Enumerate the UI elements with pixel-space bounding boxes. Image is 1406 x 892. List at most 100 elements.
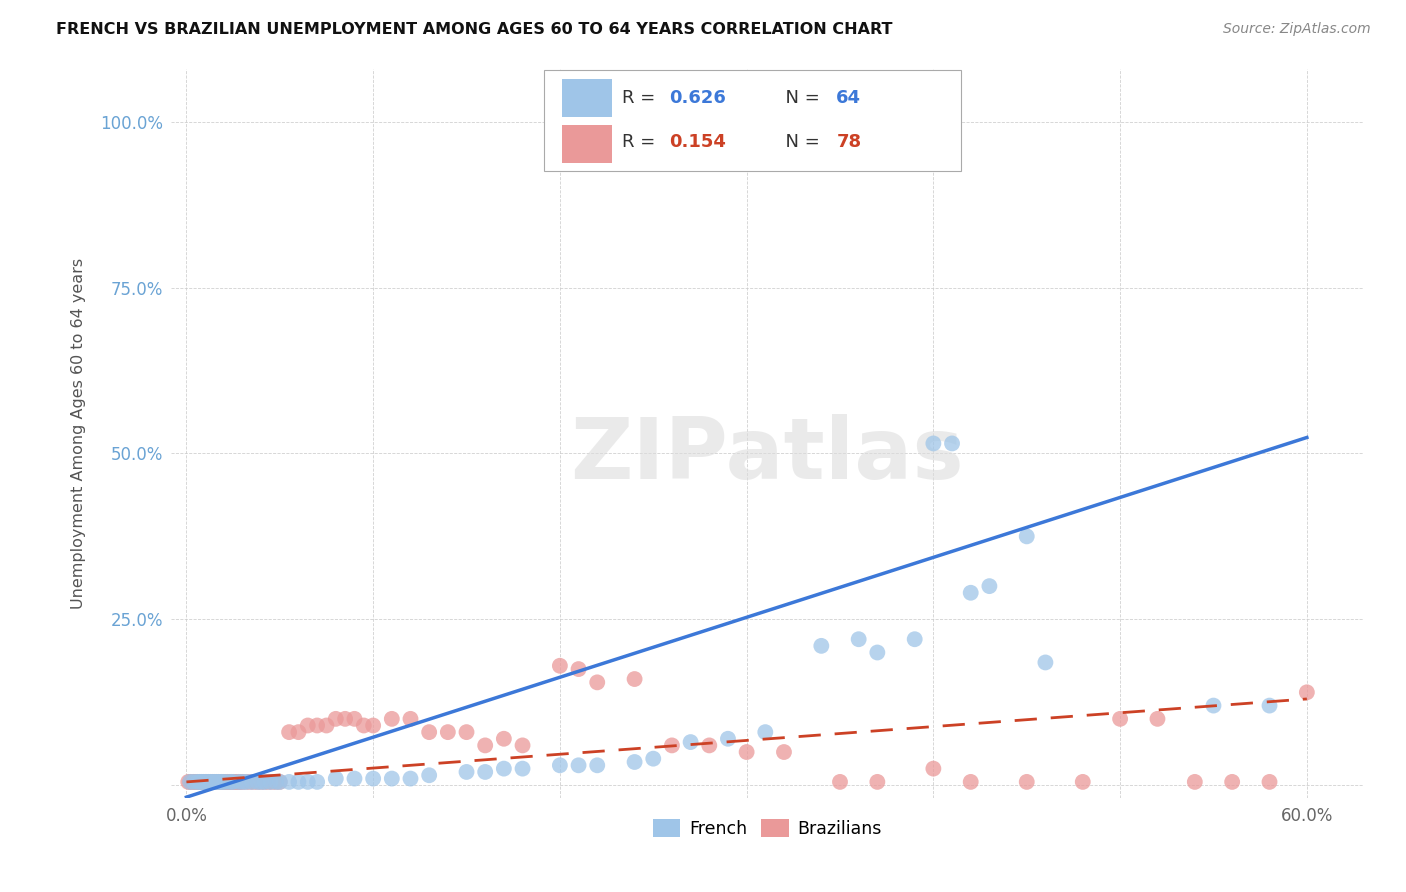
Point bbox=[381, 772, 404, 786]
Point bbox=[1295, 685, 1317, 699]
Point bbox=[941, 436, 963, 450]
Point bbox=[456, 764, 478, 779]
Point bbox=[257, 775, 280, 789]
Point bbox=[217, 775, 239, 789]
Legend: French, Brazilians: French, Brazilians bbox=[645, 812, 889, 845]
Point bbox=[187, 775, 209, 789]
Point bbox=[567, 662, 589, 676]
Point bbox=[866, 645, 889, 659]
Point bbox=[231, 775, 253, 789]
Point bbox=[848, 632, 870, 647]
Point bbox=[353, 718, 375, 732]
Point bbox=[179, 775, 201, 789]
Point bbox=[218, 775, 240, 789]
Point bbox=[202, 775, 225, 789]
Point bbox=[231, 775, 253, 789]
Point bbox=[240, 775, 263, 789]
Point bbox=[202, 775, 225, 789]
Point bbox=[512, 739, 534, 753]
Point bbox=[1202, 698, 1225, 713]
Point bbox=[492, 731, 515, 746]
Point bbox=[679, 735, 702, 749]
Point bbox=[208, 775, 231, 789]
Point bbox=[205, 775, 228, 789]
Point bbox=[201, 775, 224, 789]
Point bbox=[259, 775, 281, 789]
Point bbox=[194, 775, 217, 789]
Point bbox=[224, 775, 246, 789]
Point bbox=[586, 758, 609, 772]
Point bbox=[214, 775, 236, 789]
FancyBboxPatch shape bbox=[544, 70, 962, 170]
Point bbox=[904, 632, 927, 647]
Point bbox=[661, 739, 683, 753]
Text: R =: R = bbox=[621, 133, 661, 151]
Point bbox=[810, 639, 832, 653]
Point bbox=[198, 775, 221, 789]
Text: FRENCH VS BRAZILIAN UNEMPLOYMENT AMONG AGES 60 TO 64 YEARS CORRELATION CHART: FRENCH VS BRAZILIAN UNEMPLOYMENT AMONG A… bbox=[56, 22, 893, 37]
Point bbox=[399, 772, 422, 786]
Point bbox=[643, 752, 665, 766]
Point bbox=[262, 775, 284, 789]
Point bbox=[246, 775, 269, 789]
Point bbox=[959, 586, 981, 600]
Point bbox=[193, 775, 215, 789]
Point bbox=[922, 762, 945, 776]
Point bbox=[735, 745, 758, 759]
Point bbox=[225, 775, 247, 789]
Text: 0.626: 0.626 bbox=[669, 89, 727, 107]
Point bbox=[235, 775, 257, 789]
Point bbox=[567, 758, 589, 772]
Point bbox=[201, 775, 224, 789]
Point bbox=[253, 775, 276, 789]
Point bbox=[212, 775, 235, 789]
Point bbox=[264, 775, 287, 789]
Point bbox=[184, 775, 207, 789]
Point bbox=[269, 775, 291, 789]
Point bbox=[195, 775, 218, 789]
Point bbox=[253, 775, 276, 789]
Point bbox=[181, 775, 204, 789]
Point bbox=[188, 775, 211, 789]
Point bbox=[242, 775, 264, 789]
Point bbox=[219, 775, 242, 789]
Point bbox=[269, 775, 291, 789]
Point bbox=[307, 775, 329, 789]
Point bbox=[278, 725, 301, 739]
Point bbox=[235, 775, 257, 789]
Point bbox=[287, 725, 309, 739]
Point bbox=[229, 775, 252, 789]
Point bbox=[623, 755, 645, 769]
Point bbox=[828, 775, 851, 789]
Point bbox=[361, 718, 384, 732]
Point bbox=[307, 718, 329, 732]
Point bbox=[198, 775, 221, 789]
Point bbox=[222, 775, 245, 789]
Point bbox=[195, 775, 218, 789]
Point bbox=[239, 775, 262, 789]
Point bbox=[211, 775, 233, 789]
Point bbox=[361, 772, 384, 786]
Point bbox=[190, 775, 212, 789]
Point bbox=[246, 775, 269, 789]
Point bbox=[194, 775, 217, 789]
Point bbox=[456, 725, 478, 739]
Point bbox=[250, 775, 273, 789]
Point bbox=[187, 775, 209, 789]
Point bbox=[1015, 529, 1038, 543]
Point bbox=[222, 775, 245, 789]
FancyBboxPatch shape bbox=[562, 125, 612, 163]
Point bbox=[250, 775, 273, 789]
Point bbox=[1258, 775, 1281, 789]
Point bbox=[623, 672, 645, 686]
Text: 0.154: 0.154 bbox=[669, 133, 727, 151]
Point bbox=[333, 712, 356, 726]
Point bbox=[1258, 698, 1281, 713]
Point bbox=[190, 775, 212, 789]
Point bbox=[188, 775, 211, 789]
Point bbox=[200, 775, 222, 789]
Point bbox=[325, 712, 347, 726]
Point bbox=[208, 775, 231, 789]
Point bbox=[418, 768, 440, 782]
Point bbox=[297, 775, 319, 789]
